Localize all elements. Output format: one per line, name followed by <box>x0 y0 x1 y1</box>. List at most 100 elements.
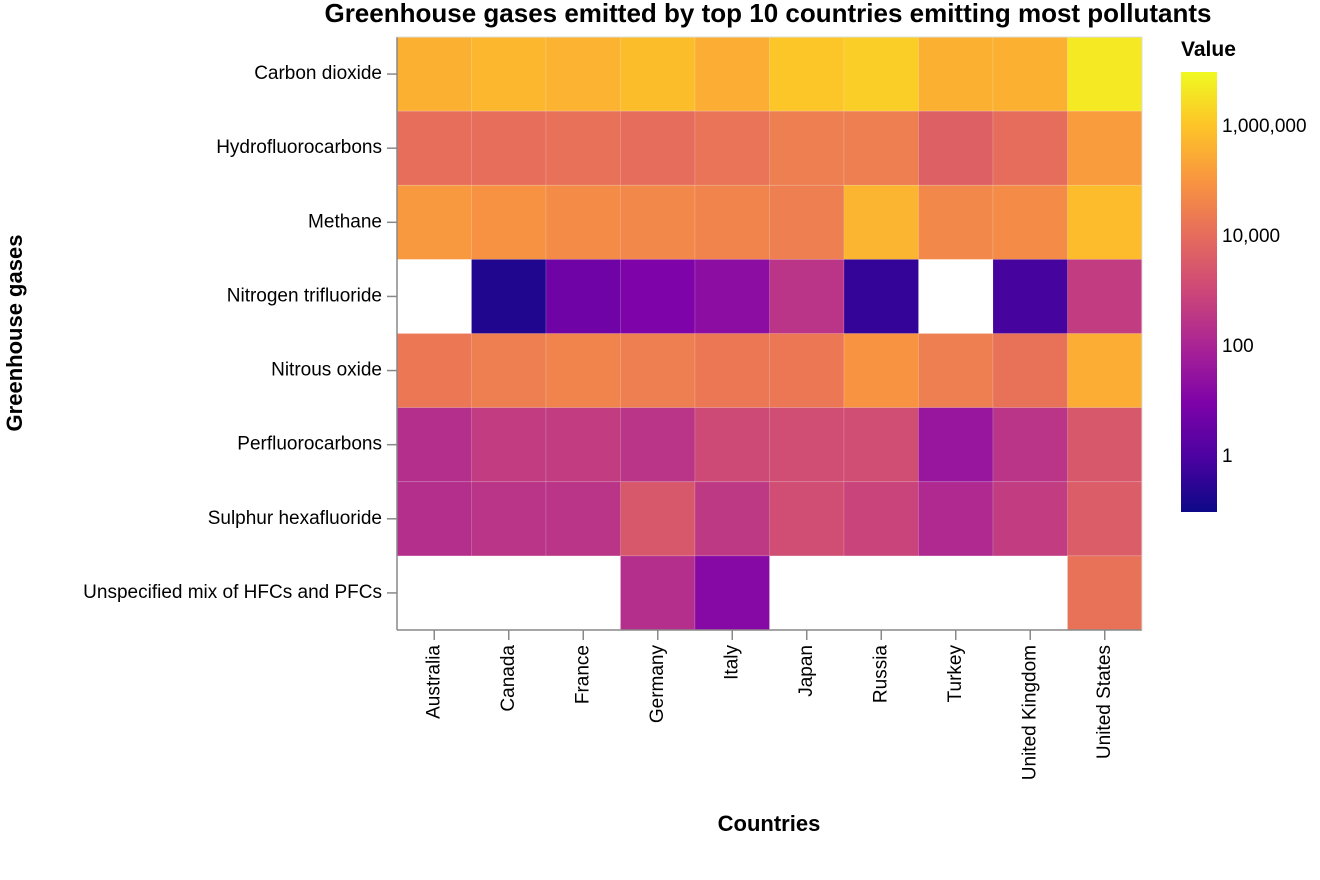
x-tick-label: Australia <box>423 645 444 719</box>
heatmap-cell <box>545 258 621 334</box>
heatmap-cell <box>1067 481 1143 557</box>
color-legend: Value 1 100 10,000 1,000,000 <box>1181 38 1307 512</box>
heatmap-cell <box>471 36 547 112</box>
heatmap-cell <box>992 481 1068 557</box>
y-tick-label: Nitrous oxide <box>271 360 382 381</box>
heatmap-cell <box>471 481 547 557</box>
heatmap-cell <box>396 407 472 483</box>
heatmap-cell <box>918 110 994 186</box>
heatmap-cell <box>545 333 621 409</box>
x-tick-label: Russia <box>870 645 891 704</box>
heatmap-cell <box>769 110 845 186</box>
x-axis-title: Countries <box>718 811 821 836</box>
heatmap-cell <box>992 184 1068 260</box>
heatmap-cell <box>620 481 696 557</box>
heatmap-cell <box>545 407 621 483</box>
legend-tick-label: 1 <box>1222 446 1233 467</box>
heatmap-cell <box>396 333 472 409</box>
heatmap-cell <box>992 110 1068 186</box>
heatmap-cell <box>769 481 845 557</box>
y-tick-label: Hydrofluorocarbons <box>216 137 382 158</box>
y-tick-label: Unspecified mix of HFCs and PFCs <box>83 582 382 603</box>
x-tick-label: Turkey <box>945 645 966 703</box>
heatmap-cell <box>1067 110 1143 186</box>
heatmap-cell <box>769 258 845 334</box>
heatmap-cell <box>918 36 994 112</box>
heatmap-cell <box>694 184 770 260</box>
heatmap-cell <box>471 184 547 260</box>
heatmap-cell <box>694 407 770 483</box>
heatmap-cell <box>843 407 919 483</box>
heatmap-cells <box>396 36 1143 631</box>
heatmap-cell <box>1067 258 1143 334</box>
heatmap-cell <box>620 184 696 260</box>
x-tick-label: United Kingdom <box>1019 645 1040 780</box>
heatmap-cell <box>694 258 770 334</box>
heatmap-cell <box>694 481 770 557</box>
heatmap-cell <box>918 481 994 557</box>
legend-tick-label: 10,000 <box>1222 226 1280 247</box>
heatmap-cell <box>843 110 919 186</box>
heatmap-cell <box>620 110 696 186</box>
y-axis-title: Greenhouse gases <box>2 235 27 432</box>
x-tick-label: United States <box>1094 645 1115 759</box>
heatmap-cell <box>620 407 696 483</box>
heatmap-cell <box>843 184 919 260</box>
heatmap-cell <box>918 333 994 409</box>
heatmap-cell <box>1067 555 1143 631</box>
heatmap-cell <box>843 333 919 409</box>
heatmap-cell <box>992 36 1068 112</box>
heatmap-cell <box>769 184 845 260</box>
x-tick-label: Canada <box>498 645 519 712</box>
legend-gradient-bar <box>1181 72 1217 512</box>
heatmap-cell <box>396 36 472 112</box>
heatmap-cell <box>396 184 472 260</box>
heatmap-cell <box>620 333 696 409</box>
heatmap-cell <box>694 555 770 631</box>
legend-ticks: 1 100 10,000 1,000,000 <box>1222 116 1307 467</box>
heatmap-cell <box>471 333 547 409</box>
heatmap-cell <box>694 36 770 112</box>
legend-tick-label: 1,000,000 <box>1222 116 1307 137</box>
heatmap-cell <box>843 481 919 557</box>
y-tick-label: Perfluorocarbons <box>237 434 382 455</box>
y-tick-label: Nitrogen trifluoride <box>227 285 382 306</box>
chart-title: Greenhouse gases emitted by top 10 count… <box>324 0 1211 28</box>
heatmap-cell <box>992 333 1068 409</box>
x-tick-label: France <box>572 645 593 704</box>
heatmap-cell <box>471 258 547 334</box>
x-tick-label: Italy <box>721 645 742 680</box>
heatmap-cell <box>396 110 472 186</box>
y-tick-label: Methane <box>308 211 382 232</box>
heatmap-cell <box>769 407 845 483</box>
heatmap-cell <box>545 36 621 112</box>
legend-tick-label: 100 <box>1222 336 1254 357</box>
heatmap-cell <box>620 555 696 631</box>
heatmap-cell <box>545 481 621 557</box>
heatmap-cell <box>545 184 621 260</box>
heatmap-cell <box>992 407 1068 483</box>
heatmap-cell <box>1067 184 1143 260</box>
heatmap-cell <box>620 36 696 112</box>
y-tick-label: Sulphur hexafluoride <box>208 508 382 529</box>
heatmap-cell <box>1067 333 1143 409</box>
heatmap-cell <box>396 481 472 557</box>
heatmap-cell <box>918 184 994 260</box>
legend-title: Value <box>1181 38 1236 61</box>
heatmap-cell <box>471 407 547 483</box>
heatmap-cell <box>769 333 845 409</box>
heatmap-cell <box>1067 36 1143 112</box>
heatmap-cell <box>843 36 919 112</box>
heatmap-cell <box>471 110 547 186</box>
heatmap-cell <box>694 333 770 409</box>
x-tick-label: Japan <box>796 645 817 697</box>
y-tick-label: Carbon dioxide <box>254 63 382 84</box>
y-axis: Carbon dioxide Hydrofluorocarbons Methane N… <box>83 37 398 630</box>
heatmap-cell <box>769 36 845 112</box>
heatmap-cell <box>992 258 1068 334</box>
heatmap-cell <box>545 110 621 186</box>
x-tick-label: Germany <box>647 645 668 724</box>
heatmap-cell <box>694 110 770 186</box>
heatmap-cell <box>620 258 696 334</box>
